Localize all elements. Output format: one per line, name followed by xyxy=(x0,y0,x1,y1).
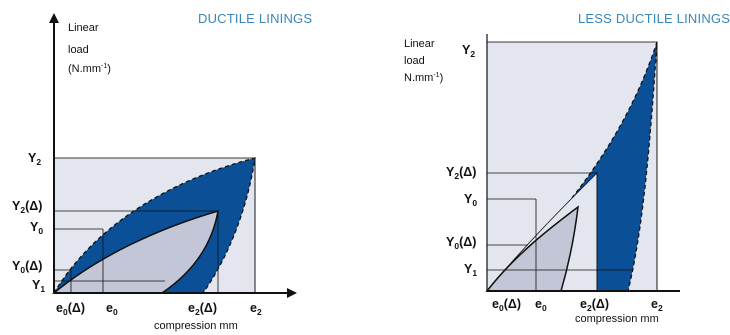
right-diagram: LESS DUCTILE LININGS Linear load N.mm-1)… xyxy=(404,11,730,325)
right-tick-e0: e0 xyxy=(535,297,547,313)
right-axis-label-line3: N.mm-1) xyxy=(404,72,443,84)
right-axis-label-line1: Linear xyxy=(404,38,435,50)
left-tick-y1: Y1 xyxy=(32,278,45,294)
right-tick-y2-delta: Y2(Δ) xyxy=(446,165,476,181)
left-tick-y0-delta: Y0(Δ) xyxy=(12,259,42,275)
left-tick-e0-delta: e0(Δ) xyxy=(56,301,85,317)
left-axis-label-line1: Linear xyxy=(68,22,99,34)
right-title: LESS DUCTILE LININGS xyxy=(578,11,730,26)
right-tick-y0-delta: Y0(Δ) xyxy=(446,235,476,251)
right-tick-y0: Y0 xyxy=(464,192,477,208)
left-axis-label-line2: load xyxy=(68,44,89,56)
left-tick-y2-delta: Y2(Δ) xyxy=(12,199,42,215)
right-x-axis-label: compression mm xyxy=(575,313,659,325)
left-x-axis-label: compression mm xyxy=(154,320,238,332)
left-tick-y0: Y0 xyxy=(30,220,43,236)
left-tick-e2: e2 xyxy=(250,301,262,317)
left-guide-lines xyxy=(54,158,256,293)
right-tick-y1: Y1 xyxy=(464,262,477,278)
left-title: DUCTILE LININGS xyxy=(198,11,312,26)
left-tick-y2: Y2 xyxy=(28,151,41,167)
right-tick-e0-delta: e0(Δ) xyxy=(492,297,521,313)
right-axis-label-line2: load xyxy=(404,55,425,67)
right-tick-y2: Y2 xyxy=(462,43,475,59)
left-tick-e0: e0 xyxy=(106,301,118,317)
right-guide-lines xyxy=(487,42,658,291)
left-diagram: DUCTILE LININGS Linear load (N.mm-1) Y2 … xyxy=(12,11,312,332)
right-tick-e2-delta: e2(Δ) xyxy=(580,297,609,313)
right-tick-e2: e2 xyxy=(651,297,663,313)
left-axis-label-line3: (N.mm-1) xyxy=(68,63,111,75)
left-tick-e2-delta: e2(Δ) xyxy=(188,301,217,317)
